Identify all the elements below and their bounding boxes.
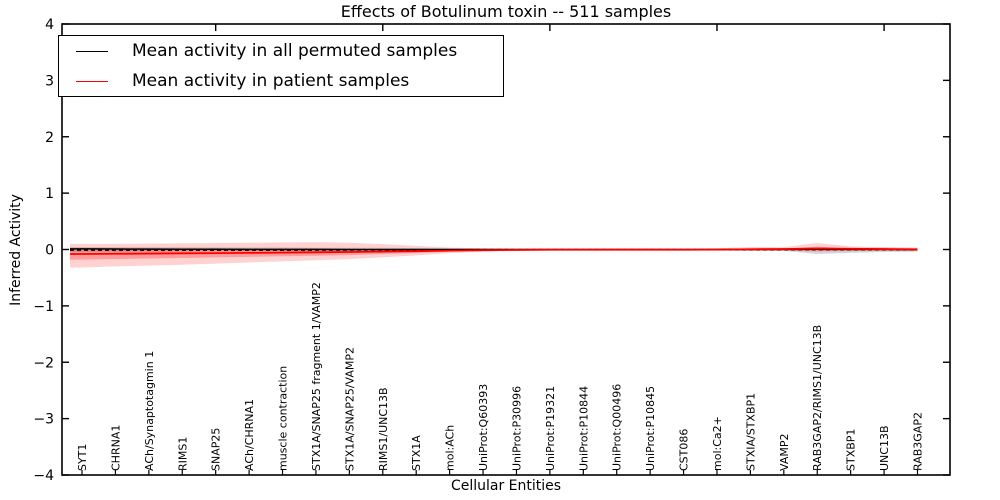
x-tick-label: STX1A/SNAP25/VAMP2 <box>343 347 356 471</box>
x-tick-label: STX1A/SNAP25 fragment 1/VAMP2 <box>310 282 323 471</box>
y-tick-label: −2 <box>33 355 54 371</box>
x-tick-label: UniProt:P10845 <box>644 386 657 471</box>
x-tick-label: ACh/CHRNA1 <box>243 399 256 471</box>
y-tick-label: −3 <box>33 412 54 428</box>
x-tick-label: ACh/Synaptotagmin 1 <box>143 351 156 471</box>
x-tick-label: STXIA/STXBP1 <box>744 393 757 471</box>
legend-label: Mean activity in patient samples <box>132 71 410 91</box>
x-tick-label: STXBP1 <box>845 429 858 471</box>
x-tick-label: UniProt:Q60393 <box>477 384 490 471</box>
x-tick-label: UNC13B <box>878 425 891 471</box>
x-tick-label: UniProt:P30996 <box>510 386 523 471</box>
x-tick-label: SYT1 <box>76 444 89 471</box>
y-tick-label: 1 <box>45 186 54 202</box>
y-tick-label: −4 <box>33 468 54 484</box>
x-tick-label: UniProt:Q00496 <box>611 384 624 471</box>
chart-title: Effects of Botulinum toxin -- 511 sample… <box>340 2 672 21</box>
x-tick-label: RIMS1/UNC13B <box>377 387 390 471</box>
x-tick-label: RAB3GAP2 <box>912 412 925 471</box>
x-tick-label: muscle contraction <box>277 366 290 471</box>
patient-std-outer-band-band <box>70 242 918 268</box>
y-tick-label: 3 <box>45 73 54 89</box>
legend-line-black-icon <box>76 50 108 52</box>
series-line-solid-red <box>70 247 918 255</box>
x-tick-label: mol:ACh <box>444 425 457 471</box>
x-tick-label: UniProt:P19321 <box>544 386 557 471</box>
x-tick-label: VAMP2 <box>778 434 791 471</box>
y-tick-label: 4 <box>45 17 54 33</box>
x-tick-label: CHRNA1 <box>109 425 122 471</box>
y-tick-label: −1 <box>33 299 54 315</box>
legend-item-patient: Mean activity in patient samples <box>76 68 503 94</box>
x-tick-label: STX1A <box>410 435 423 471</box>
x-tick-label: SNAP25 <box>210 428 223 471</box>
x-axis-label: Cellular Entities <box>450 478 562 494</box>
x-tick-label: CST086 <box>678 429 691 471</box>
y-tick-label: 0 <box>45 243 54 259</box>
y-axis-label: Inferred Activity <box>8 194 24 306</box>
legend: Mean activity in all permuted samples Me… <box>58 35 504 97</box>
x-tick-label: RIMS1 <box>176 437 189 471</box>
y-tick-label: 2 <box>45 130 54 146</box>
x-tick-label: UniProt:P10844 <box>577 386 590 471</box>
x-tick-label: RAB3GAP2/RIMS1/UNC13B <box>811 325 824 471</box>
legend-item-permuted: Mean activity in all permuted samples <box>76 38 503 64</box>
x-tick-label: mol:Ca2+ <box>711 416 724 471</box>
legend-line-red-icon <box>76 80 108 82</box>
legend-label: Mean activity in all permuted samples <box>132 41 458 61</box>
